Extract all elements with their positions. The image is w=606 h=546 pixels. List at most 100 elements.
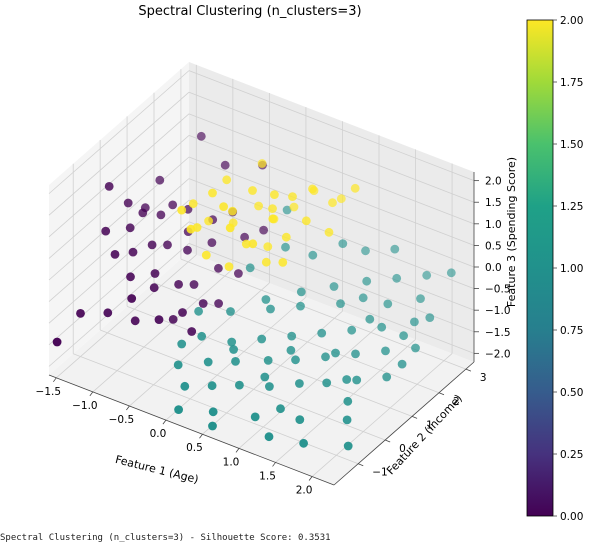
y-tick-label: −1 [372, 467, 387, 479]
scatter-point-cluster-1 [338, 239, 348, 249]
scatter-point-cluster-0 [76, 309, 85, 318]
scatter-point-cluster-1 [361, 246, 370, 256]
scatter-point-cluster-1 [336, 299, 345, 308]
x-tick [162, 419, 167, 425]
x-tick-label: 1.0 [223, 456, 240, 468]
scatter-point-cluster-0 [220, 160, 230, 170]
scatter-point-cluster-1 [295, 379, 304, 388]
scatter-point-cluster-0 [125, 223, 135, 233]
grid-line-z [188, 113, 475, 225]
grid-line-x [56, 254, 197, 379]
grid-line-z [48, 91, 190, 216]
scatter-point-cluster-1 [231, 357, 240, 366]
x-tick [308, 476, 313, 481]
scatter-point-cluster-1 [416, 294, 425, 303]
grid-line-z [188, 135, 475, 246]
scatter-point-cluster-0 [168, 200, 178, 210]
y-tick [385, 439, 391, 443]
x-tick-label: 0.0 [150, 428, 167, 440]
y-axis-line [333, 361, 475, 486]
scatter-point-cluster-0 [127, 294, 137, 303]
y-tick [438, 392, 445, 396]
scatter-point-cluster-1 [208, 421, 217, 431]
y-tick-label: 2 [453, 396, 460, 408]
x-tick-label: 2.0 [296, 485, 313, 497]
scatter-point-cluster-1 [392, 273, 402, 283]
axes-grid [48, 64, 475, 477]
scatter-point-cluster-2 [228, 206, 237, 216]
x-tick-label: 0.5 [186, 442, 203, 454]
scatter-point-cluster-0 [128, 247, 138, 257]
colorbar-tick-label: 1.25 [560, 201, 583, 213]
scatter-point-cluster-1 [265, 382, 274, 391]
scatter-point-cluster-0 [150, 269, 160, 278]
scatter-point-cluster-2 [350, 183, 360, 193]
x-tick [89, 391, 94, 397]
scatter-point-cluster-2 [224, 262, 234, 271]
scatter-point-cluster-1 [245, 263, 255, 273]
scatter-point-cluster-1 [194, 306, 204, 316]
scatter-point-cluster-0 [234, 269, 243, 278]
scatter-point-cluster-1 [260, 372, 270, 382]
scatter-point-cluster-1 [411, 343, 420, 353]
floor-pane [49, 252, 474, 485]
scatter-point-cluster-0 [183, 245, 192, 255]
y-tick-label: 0 [399, 443, 406, 455]
grid-line-z [48, 113, 190, 238]
y-tick [411, 416, 418, 419]
scatter-point-cluster-0 [156, 210, 166, 220]
grid-line-z [48, 156, 190, 281]
z-tick-label: 2.0 [485, 176, 502, 188]
scatter-point-cluster-0 [189, 280, 199, 289]
axes-ticks: −1.5 −1.0 −0.5 0.0 0.5 1.0 1.5 2.0 −1 0 1 2 3 −2.0 −1.… [36, 176, 511, 497]
x-tick-label: −1.0 [72, 400, 98, 412]
scatter-point-cluster-0 [174, 280, 184, 289]
scatter-point-cluster-0 [149, 283, 159, 293]
scatter-point-cluster-0 [126, 272, 135, 282]
scatter-point-cluster-0 [163, 240, 172, 250]
grid-line-z [188, 91, 475, 203]
scatter-point-cluster-1 [173, 360, 183, 370]
scatter-point-cluster-0 [214, 263, 223, 273]
z-tick-label: −0.5 [485, 284, 511, 296]
scatter-point-cluster-1 [281, 242, 290, 252]
scatter-point-cluster-2 [301, 216, 311, 226]
scatter-point-cluster-1 [329, 282, 339, 291]
scatter-point-cluster-1 [276, 404, 285, 414]
grid-line-x [238, 325, 380, 449]
scatter-point-cluster-2 [241, 239, 251, 249]
grid-line-z [188, 199, 475, 311]
z-tick-label: −1.0 [485, 305, 511, 317]
scatter-point-cluster-1 [399, 331, 408, 341]
scatter-point-cluster-2 [219, 202, 229, 212]
scatter-point-cluster-2 [328, 198, 337, 208]
scatter-point-cluster-1 [180, 381, 190, 391]
colorbar-tick-label: 0.25 [560, 449, 583, 461]
scatter-point-cluster-1 [291, 355, 300, 365]
scatter-point-cluster-1 [235, 380, 244, 390]
grid-line-z [188, 221, 475, 333]
scatter-point-cluster-2 [186, 224, 196, 234]
colorbar-ticks: 0.00 0.25 0.50 0.75 1.00 1.25 1.50 1.75 2.00 [553, 15, 583, 523]
scatter-point-cluster-2 [222, 175, 232, 185]
scatter-point-cluster-2 [248, 239, 258, 249]
scatter-point-cluster-2 [308, 184, 317, 194]
scatter-point-cluster-2 [336, 194, 346, 204]
grid-line-x [92, 268, 234, 393]
y-tick [358, 463, 364, 467]
y-tick-label: 3 [480, 372, 487, 384]
x-tick [199, 433, 203, 439]
x-tick-label: −1.5 [36, 386, 62, 398]
grid-line-z [48, 178, 190, 302]
scatter-point-cluster-2 [324, 227, 334, 237]
colorbar-tick-label: 1.00 [560, 263, 583, 275]
scatter-point-cluster-1 [227, 337, 237, 347]
scatter-point-cluster-1 [296, 301, 305, 311]
scatter-point-cluster-2 [254, 201, 263, 211]
scatter-point-cluster-0 [147, 240, 157, 250]
axes-3d: −1.5 −1.0 −0.5 0.0 0.5 1.0 1.5 2.0 −1 0 1 2 3 −2.0 −1.… [36, 62, 511, 497]
scatter-point-cluster-2 [288, 192, 297, 202]
scatter-point-cluster-1 [347, 325, 357, 335]
figure: Spectral Clustering (n_clusters=3) −1.5−… [36, 4, 584, 523]
scatter-point-cluster-0 [154, 315, 164, 324]
